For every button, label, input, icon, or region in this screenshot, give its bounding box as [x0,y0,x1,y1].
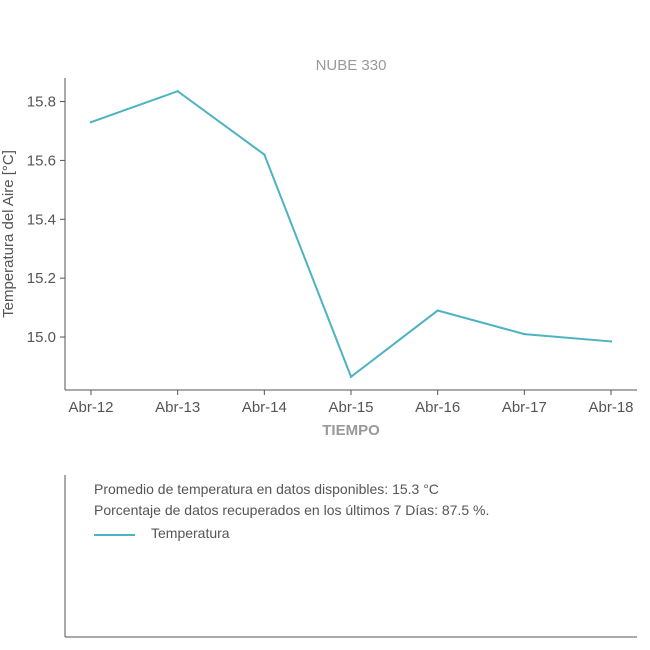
x-tick-label: Abr-15 [328,399,373,416]
legend-label: Temperatura [151,525,230,541]
average-annotation: Promedio de temperatura en datos disponi… [94,481,439,497]
x-tick-label: Abr-13 [155,399,200,416]
chart-title: NUBE 330 [316,57,387,74]
x-tick-label: Abr-12 [68,399,113,416]
data-point [523,332,526,336]
y-tick-label: 15.6 [27,152,56,169]
y-ticks: 15.0 15.2 15.4 15.6 15.8 [27,94,65,346]
y-axis-label: Temperatura del Aire [°C] [0,150,17,318]
data-point [89,120,93,124]
x-tick-label: Abr-14 [242,399,287,416]
data-point [609,340,613,343]
x-axis-label: TIEMPO [322,422,380,439]
y-tick-label: 15.0 [27,329,56,346]
x-tick-label: Abr-16 [415,399,460,416]
x-tick-label: Abr-18 [589,399,634,416]
y-tick-label: 15.4 [27,211,56,228]
y-tick-label: 15.8 [27,94,56,111]
x-tick-label: Abr-17 [502,399,547,416]
data-point [436,309,439,312]
series-line-temperatura [90,90,612,379]
y-tick-label: 15.2 [27,270,56,287]
data-points [89,90,613,378]
percentage-annotation: Porcentaje de datos recuperados en los ú… [94,502,489,518]
x-ticks: Abr-12 Abr-13 Abr-14 Abr-15 Abr-16 Abr-17 Abr-… [68,390,634,416]
data-point [176,90,179,93]
data-point [263,153,266,156]
data-point [349,375,353,378]
